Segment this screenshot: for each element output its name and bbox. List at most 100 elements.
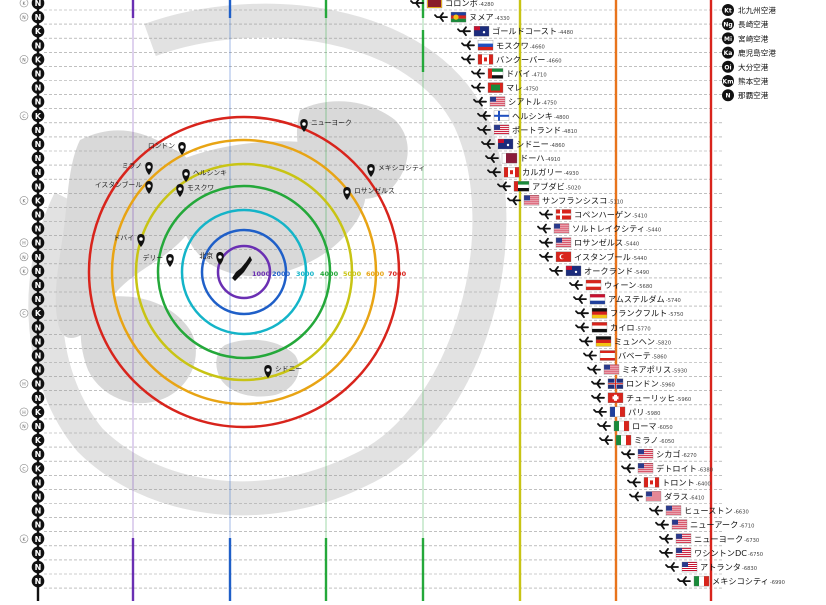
destination-name: アトランタ bbox=[700, 562, 741, 572]
legend-item: Oi 大分空港 bbox=[722, 60, 769, 73]
airline-badge-letter: N bbox=[35, 507, 42, 516]
airline-badge-letter: N bbox=[35, 126, 42, 135]
city-pin: イスタンブール bbox=[95, 180, 153, 194]
flag-dk-icon bbox=[555, 209, 572, 220]
destination-name: ヌメア bbox=[469, 12, 494, 22]
plane-icon bbox=[481, 139, 495, 149]
airline-badge-row: KC bbox=[19, 306, 45, 320]
destination-distance: -4710 bbox=[532, 73, 547, 79]
destination-distance: -4930 bbox=[564, 171, 579, 177]
destination-row: チューリッヒ -5960 bbox=[591, 392, 691, 403]
japan-icon bbox=[232, 256, 252, 281]
airline-badge bbox=[31, 419, 45, 433]
airline-badge-row: NH bbox=[19, 377, 45, 391]
airline-badge bbox=[31, 165, 45, 179]
airline-badge-row: N bbox=[31, 490, 45, 503]
airline-badge-row: NK bbox=[19, 532, 45, 546]
flag-nz-icon bbox=[565, 265, 582, 277]
airline-badge bbox=[31, 236, 45, 249]
sub-badge-letter: C bbox=[22, 114, 25, 120]
plane-icon bbox=[537, 223, 551, 234]
destination-name: ロサンゼルス bbox=[574, 238, 623, 248]
flag-eg-icon bbox=[591, 322, 608, 333]
flag-fr-icon bbox=[609, 406, 626, 418]
sub-badge bbox=[19, 111, 29, 121]
destination-row: ダラス -6410 bbox=[629, 491, 704, 502]
destination-name: ウィーン bbox=[604, 280, 636, 290]
airline-badge-row: N bbox=[31, 546, 45, 560]
plane-icon bbox=[599, 435, 613, 445]
plane-icon bbox=[549, 266, 563, 276]
ring-label: 7000 bbox=[388, 270, 407, 278]
destination-distance: -6400 bbox=[696, 481, 711, 487]
destination-distance: -4660 bbox=[546, 58, 561, 64]
destination-row: シドニー -4860 bbox=[481, 138, 565, 150]
plane-icon bbox=[497, 181, 511, 192]
legend-label: 熊本空港 bbox=[738, 76, 769, 86]
destination-distance: -6830 bbox=[742, 566, 757, 572]
legend-label: 那覇空港 bbox=[738, 90, 769, 100]
airline-badge-letter: K bbox=[35, 464, 42, 473]
city-label: モスクワ bbox=[187, 184, 214, 192]
plane-icon bbox=[659, 548, 673, 558]
destination-row: ニューアーク -6710 bbox=[655, 519, 754, 530]
flag-nc-icon bbox=[450, 11, 467, 23]
pin-hole bbox=[218, 255, 222, 259]
airline-badge-letter: N bbox=[35, 295, 42, 304]
destination-distance: -6380 bbox=[698, 467, 713, 473]
sub-badge bbox=[19, 534, 29, 544]
destination-row: コロンボ -4280 bbox=[410, 0, 494, 9]
destination-row: モスクワ -4660 bbox=[461, 40, 545, 51]
destination-name: シカゴ bbox=[656, 449, 681, 459]
flag-gb-icon bbox=[607, 378, 624, 389]
destination-name: メキシコシティ bbox=[712, 576, 769, 586]
city-pin: ロンドン bbox=[148, 142, 186, 155]
destination-distance: -5680 bbox=[637, 284, 652, 290]
destination-row: メキシコシティ -6990 bbox=[677, 575, 785, 587]
destination-name: モスクワ bbox=[496, 40, 529, 50]
sub-badge-letter: H bbox=[22, 410, 25, 416]
distance-ring bbox=[87, 115, 401, 429]
plane-icon bbox=[461, 40, 475, 51]
destination-distance: -4810 bbox=[562, 129, 577, 135]
airline-badge-row: N bbox=[31, 208, 45, 221]
airline-badge-row: N bbox=[31, 574, 45, 588]
plane-icon bbox=[677, 576, 691, 586]
plane-icon bbox=[575, 308, 589, 319]
airline-badge-row: KK bbox=[19, 194, 45, 207]
airline-badge-row: N bbox=[31, 560, 45, 574]
flag-ca-icon bbox=[477, 54, 494, 65]
legend-badge bbox=[722, 89, 734, 102]
ring-label: 3000 bbox=[296, 270, 315, 278]
city-label: シドニー bbox=[275, 365, 302, 373]
airline-badge bbox=[31, 321, 45, 334]
destination-distance: -5980 bbox=[645, 411, 660, 417]
destination-name: コロンボ bbox=[445, 0, 478, 8]
airline-badge-letter: N bbox=[35, 521, 42, 530]
airline-badge-letter: N bbox=[35, 380, 42, 389]
destination-name: ワシントンDC bbox=[694, 548, 747, 558]
airline-badge bbox=[31, 95, 45, 108]
destination-name: ソルトレイクシティ bbox=[572, 224, 645, 234]
airline-badge-letter: K bbox=[35, 27, 42, 36]
airline-badge-row: NK bbox=[19, 264, 45, 278]
distance-ring bbox=[216, 244, 272, 300]
airline-badge-row: N bbox=[31, 95, 45, 108]
ring-label: 1000 bbox=[252, 270, 271, 278]
destination-row: オークランド -5490 bbox=[549, 265, 649, 277]
legend-label: 鹿児島空港 bbox=[738, 48, 776, 58]
airline-badge bbox=[31, 264, 45, 278]
destination-row: カイロ -5770 bbox=[575, 322, 651, 333]
sub-badge bbox=[19, 238, 29, 247]
city-label: 北京 bbox=[199, 251, 213, 260]
airline-badge bbox=[31, 24, 45, 38]
airline-badge bbox=[31, 504, 45, 517]
legend-item: Mi 宮崎空港 bbox=[722, 32, 769, 45]
destination-name: ミネアポリス bbox=[622, 365, 671, 375]
airline-badge-letter: N bbox=[35, 563, 42, 572]
flag-au-icon bbox=[473, 26, 490, 37]
destination-name: バベーテ bbox=[618, 351, 651, 361]
destination-row: アムステルダム -5740 bbox=[573, 293, 681, 305]
sub-badge bbox=[19, 379, 29, 389]
